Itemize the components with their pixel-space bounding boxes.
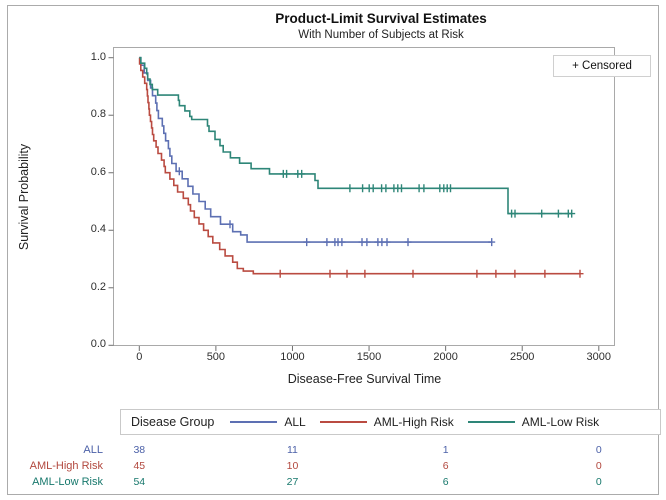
at-risk-row-label: AML-High Risk <box>29 460 103 472</box>
survival-curve-aml-low-risk <box>139 56 572 215</box>
censored-legend-box: + Censored <box>553 55 651 77</box>
x-tick-label: 0 <box>136 351 143 363</box>
at-risk-value: 0 <box>595 444 602 456</box>
survival-curve-all <box>139 56 492 243</box>
legend-label: AML-High Risk <box>373 415 454 429</box>
at-risk-value: 11 <box>287 444 298 456</box>
x-axis-label: Disease-Free Survival Time <box>287 372 442 386</box>
at-risk-value: 6 <box>442 460 449 472</box>
at-risk-value: 0 <box>595 476 602 488</box>
y-tick-label: 0.6 <box>90 165 106 178</box>
x-tick-label: 3000 <box>586 351 612 363</box>
y-tick-label: 1.0 <box>90 50 106 63</box>
legend-line-swatch-aml-high-risk <box>319 421 367 423</box>
at-risk-value: 38 <box>133 444 146 456</box>
legend-entry-aml-high-risk: AML-High Risk <box>319 415 454 429</box>
legend-title: Disease Group <box>131 415 215 429</box>
at-risk-value: 0 <box>595 460 602 472</box>
at-risk-value: 1 <box>442 444 449 456</box>
y-tick-label: 0.4 <box>90 223 106 236</box>
legend-label: AML-Low Risk <box>521 415 600 429</box>
at-risk-value: 45 <box>133 460 146 472</box>
chart-title: Product-Limit Survival Estimates <box>275 11 487 26</box>
plot-frame <box>113 47 615 346</box>
at-risk-value: 54 <box>133 476 146 488</box>
x-tick-label: 2000 <box>433 351 458 363</box>
at-risk-value: 10 <box>286 460 299 472</box>
censor-marks-aml-high-risk <box>276 269 584 278</box>
at-risk-row-label: AML-Low Risk <box>32 476 103 488</box>
censored-legend-label: + Censored <box>572 60 632 72</box>
x-tick-label: 2500 <box>509 351 535 363</box>
survival-curve-aml-high-risk <box>138 56 580 275</box>
legend-line-swatch-aml-low-risk <box>467 421 515 423</box>
y-tick-label: 0.0 <box>90 338 106 351</box>
censor-marks-all <box>175 167 496 247</box>
at-risk-row-label: ALL <box>83 444 103 456</box>
y-tick-label: 0.2 <box>90 280 106 293</box>
legend-entry-aml-low-risk: AML-Low Risk <box>467 415 600 429</box>
x-tick-label: 500 <box>206 351 226 363</box>
group-legend: Disease Group ALL AML-High Risk AML-Low Ri… <box>120 409 661 435</box>
chart-subtitle: With Number of Subjects at Risk <box>298 29 464 41</box>
x-tick-label: 1000 <box>280 351 305 363</box>
at-risk-value: 27 <box>286 476 299 488</box>
legend-label: ALL <box>284 415 306 429</box>
censor-marks-aml-low-risk <box>279 169 576 218</box>
at-risk-value: 6 <box>442 476 449 488</box>
y-axis-label: Survival Probability <box>17 143 31 251</box>
y-tick-label: 0.8 <box>90 108 106 121</box>
legend-line-swatch-all <box>230 421 278 423</box>
x-tick-label: 1500 <box>356 351 382 363</box>
legend-entry-all: ALL <box>230 415 306 429</box>
